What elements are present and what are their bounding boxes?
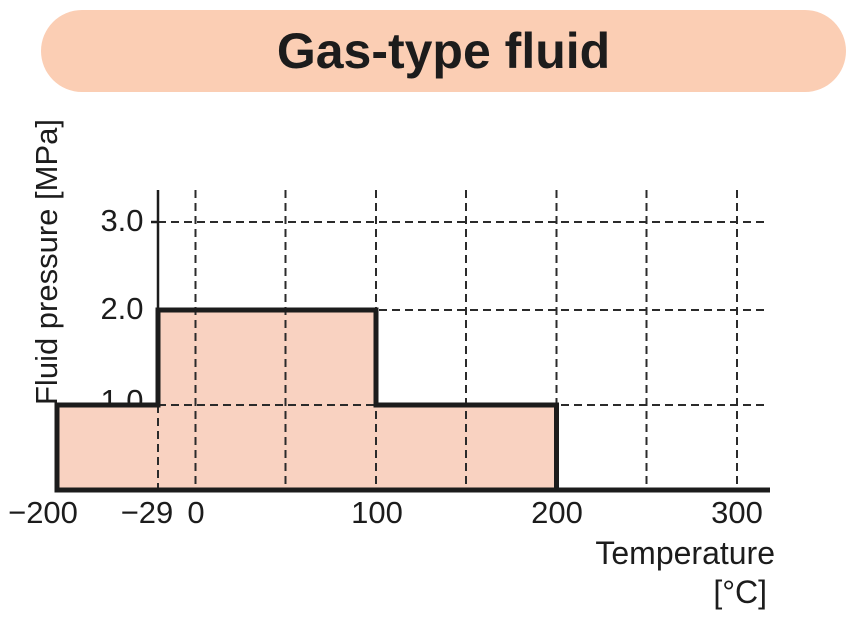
x-tick-label: 100 xyxy=(351,495,403,530)
pressure-region-fill xyxy=(57,310,557,490)
pressure-step-outline xyxy=(54,307,559,493)
y-tick-label: 2.0 xyxy=(100,291,144,326)
x-tick-label: 300 xyxy=(711,495,763,530)
title-banner: Gas-type fluid xyxy=(41,10,846,92)
x-axis-unit: [°C] xyxy=(713,574,767,610)
x-tick-label: −29 xyxy=(120,495,174,530)
chart-title: Gas-type fluid xyxy=(276,23,611,79)
y-tick-label: 3.0 xyxy=(100,203,144,238)
x-tick-label: 0 xyxy=(187,495,205,530)
x-tick-label: −200 xyxy=(8,495,78,530)
x-axis-label: Temperature xyxy=(595,535,775,571)
x-tick-label: 200 xyxy=(531,495,583,530)
